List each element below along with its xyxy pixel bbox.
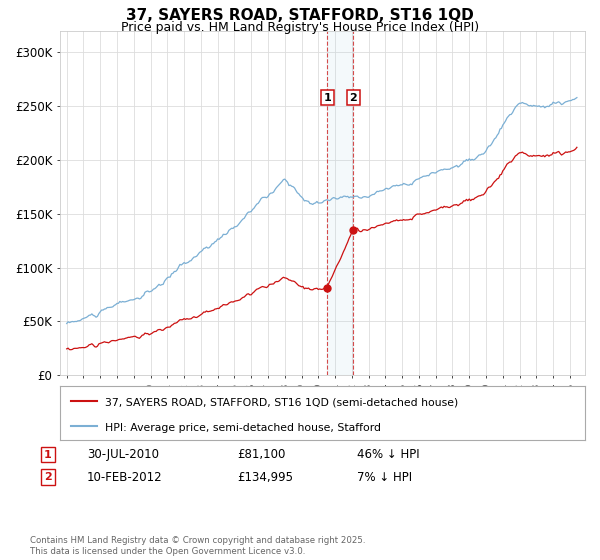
Text: 30-JUL-2010: 30-JUL-2010 <box>87 448 159 461</box>
Text: £81,100: £81,100 <box>237 448 286 461</box>
Text: Contains HM Land Registry data © Crown copyright and database right 2025.
This d: Contains HM Land Registry data © Crown c… <box>30 536 365 556</box>
Text: 2: 2 <box>44 472 52 482</box>
Text: 7% ↓ HPI: 7% ↓ HPI <box>357 470 412 484</box>
Text: 1: 1 <box>323 92 331 102</box>
Text: 46% ↓ HPI: 46% ↓ HPI <box>357 448 419 461</box>
Text: 1: 1 <box>44 450 52 460</box>
Text: 37, SAYERS ROAD, STAFFORD, ST16 1QD (semi-detached house): 37, SAYERS ROAD, STAFFORD, ST16 1QD (sem… <box>104 398 458 407</box>
Text: 37, SAYERS ROAD, STAFFORD, ST16 1QD: 37, SAYERS ROAD, STAFFORD, ST16 1QD <box>126 8 474 24</box>
Bar <box>328 31 353 375</box>
Text: 2: 2 <box>349 92 357 102</box>
Text: HPI: Average price, semi-detached house, Stafford: HPI: Average price, semi-detached house,… <box>104 423 380 433</box>
Text: £134,995: £134,995 <box>237 470 293 484</box>
Text: 10-FEB-2012: 10-FEB-2012 <box>87 470 163 484</box>
Text: Price paid vs. HM Land Registry's House Price Index (HPI): Price paid vs. HM Land Registry's House … <box>121 21 479 34</box>
